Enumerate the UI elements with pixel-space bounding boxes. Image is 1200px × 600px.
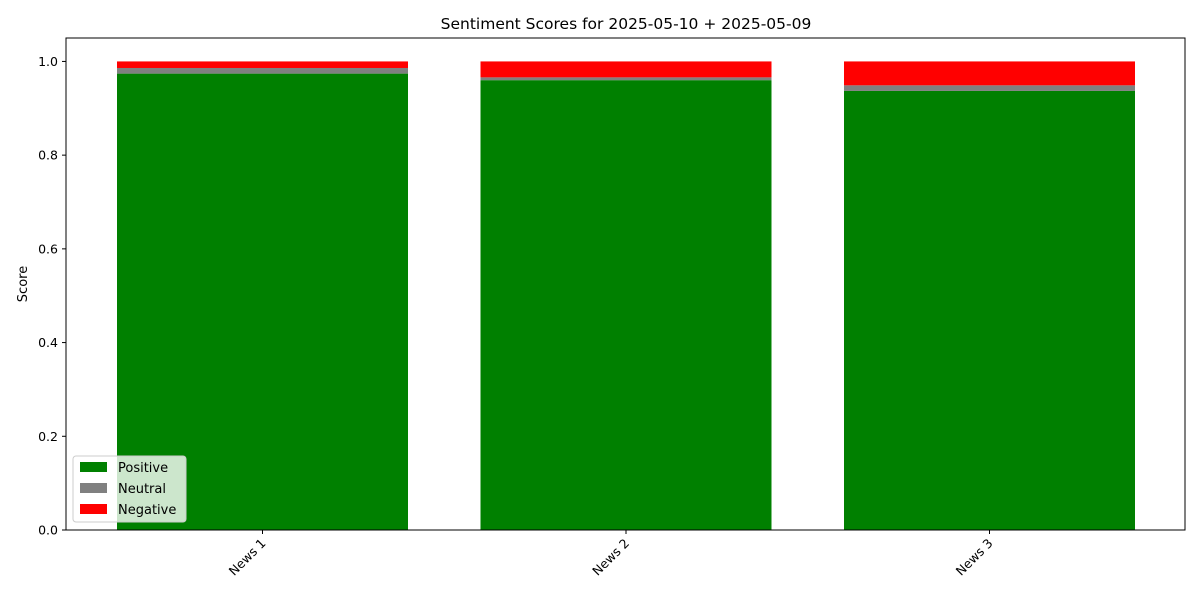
legend-swatch-neutral — [80, 483, 107, 493]
bar-positive-3 — [844, 90, 1135, 530]
legend-label-neutral: Neutral — [118, 482, 166, 497]
bar-negative-1 — [117, 61, 408, 68]
y-axis: 0.0 0.2 0.4 0.6 0.8 1.0 — [38, 54, 66, 538]
bar-neutral-3 — [844, 85, 1135, 91]
bar-positive-2 — [480, 80, 772, 531]
bar-neutral-2 — [480, 77, 772, 81]
legend-label-negative: Negative — [118, 503, 176, 518]
y-tick-label: 0.0 — [38, 523, 58, 538]
bar-neutral-1 — [117, 67, 408, 74]
bar-positive-1 — [117, 73, 408, 531]
y-tick-label: 0.8 — [38, 148, 58, 163]
y-axis-label: Score — [16, 266, 31, 302]
y-tick-label: 0.4 — [38, 335, 58, 350]
x-tick-label: News 3 — [953, 536, 996, 579]
legend-swatch-negative — [80, 504, 107, 514]
bar-negative-3 — [844, 61, 1135, 86]
x-axis: News 1 News 2 News 3 — [226, 530, 996, 578]
x-tick-label: News 2 — [589, 536, 632, 579]
bar-negative-2 — [480, 61, 772, 78]
chart-title: Sentiment Scores for 2025-05-10 + 2025-0… — [441, 15, 812, 33]
y-tick-label: 0.2 — [38, 429, 58, 444]
y-tick-label: 1.0 — [38, 54, 58, 69]
y-tick-label: 0.6 — [38, 241, 58, 256]
bars-layer — [117, 61, 1135, 531]
x-tick-label: News 1 — [226, 536, 269, 579]
legend: Positive Neutral Negative — [72, 455, 187, 523]
legend-swatch-positive — [80, 462, 107, 472]
legend-label-positive: Positive — [118, 461, 168, 476]
plot-frame — [65, 37, 1186, 531]
